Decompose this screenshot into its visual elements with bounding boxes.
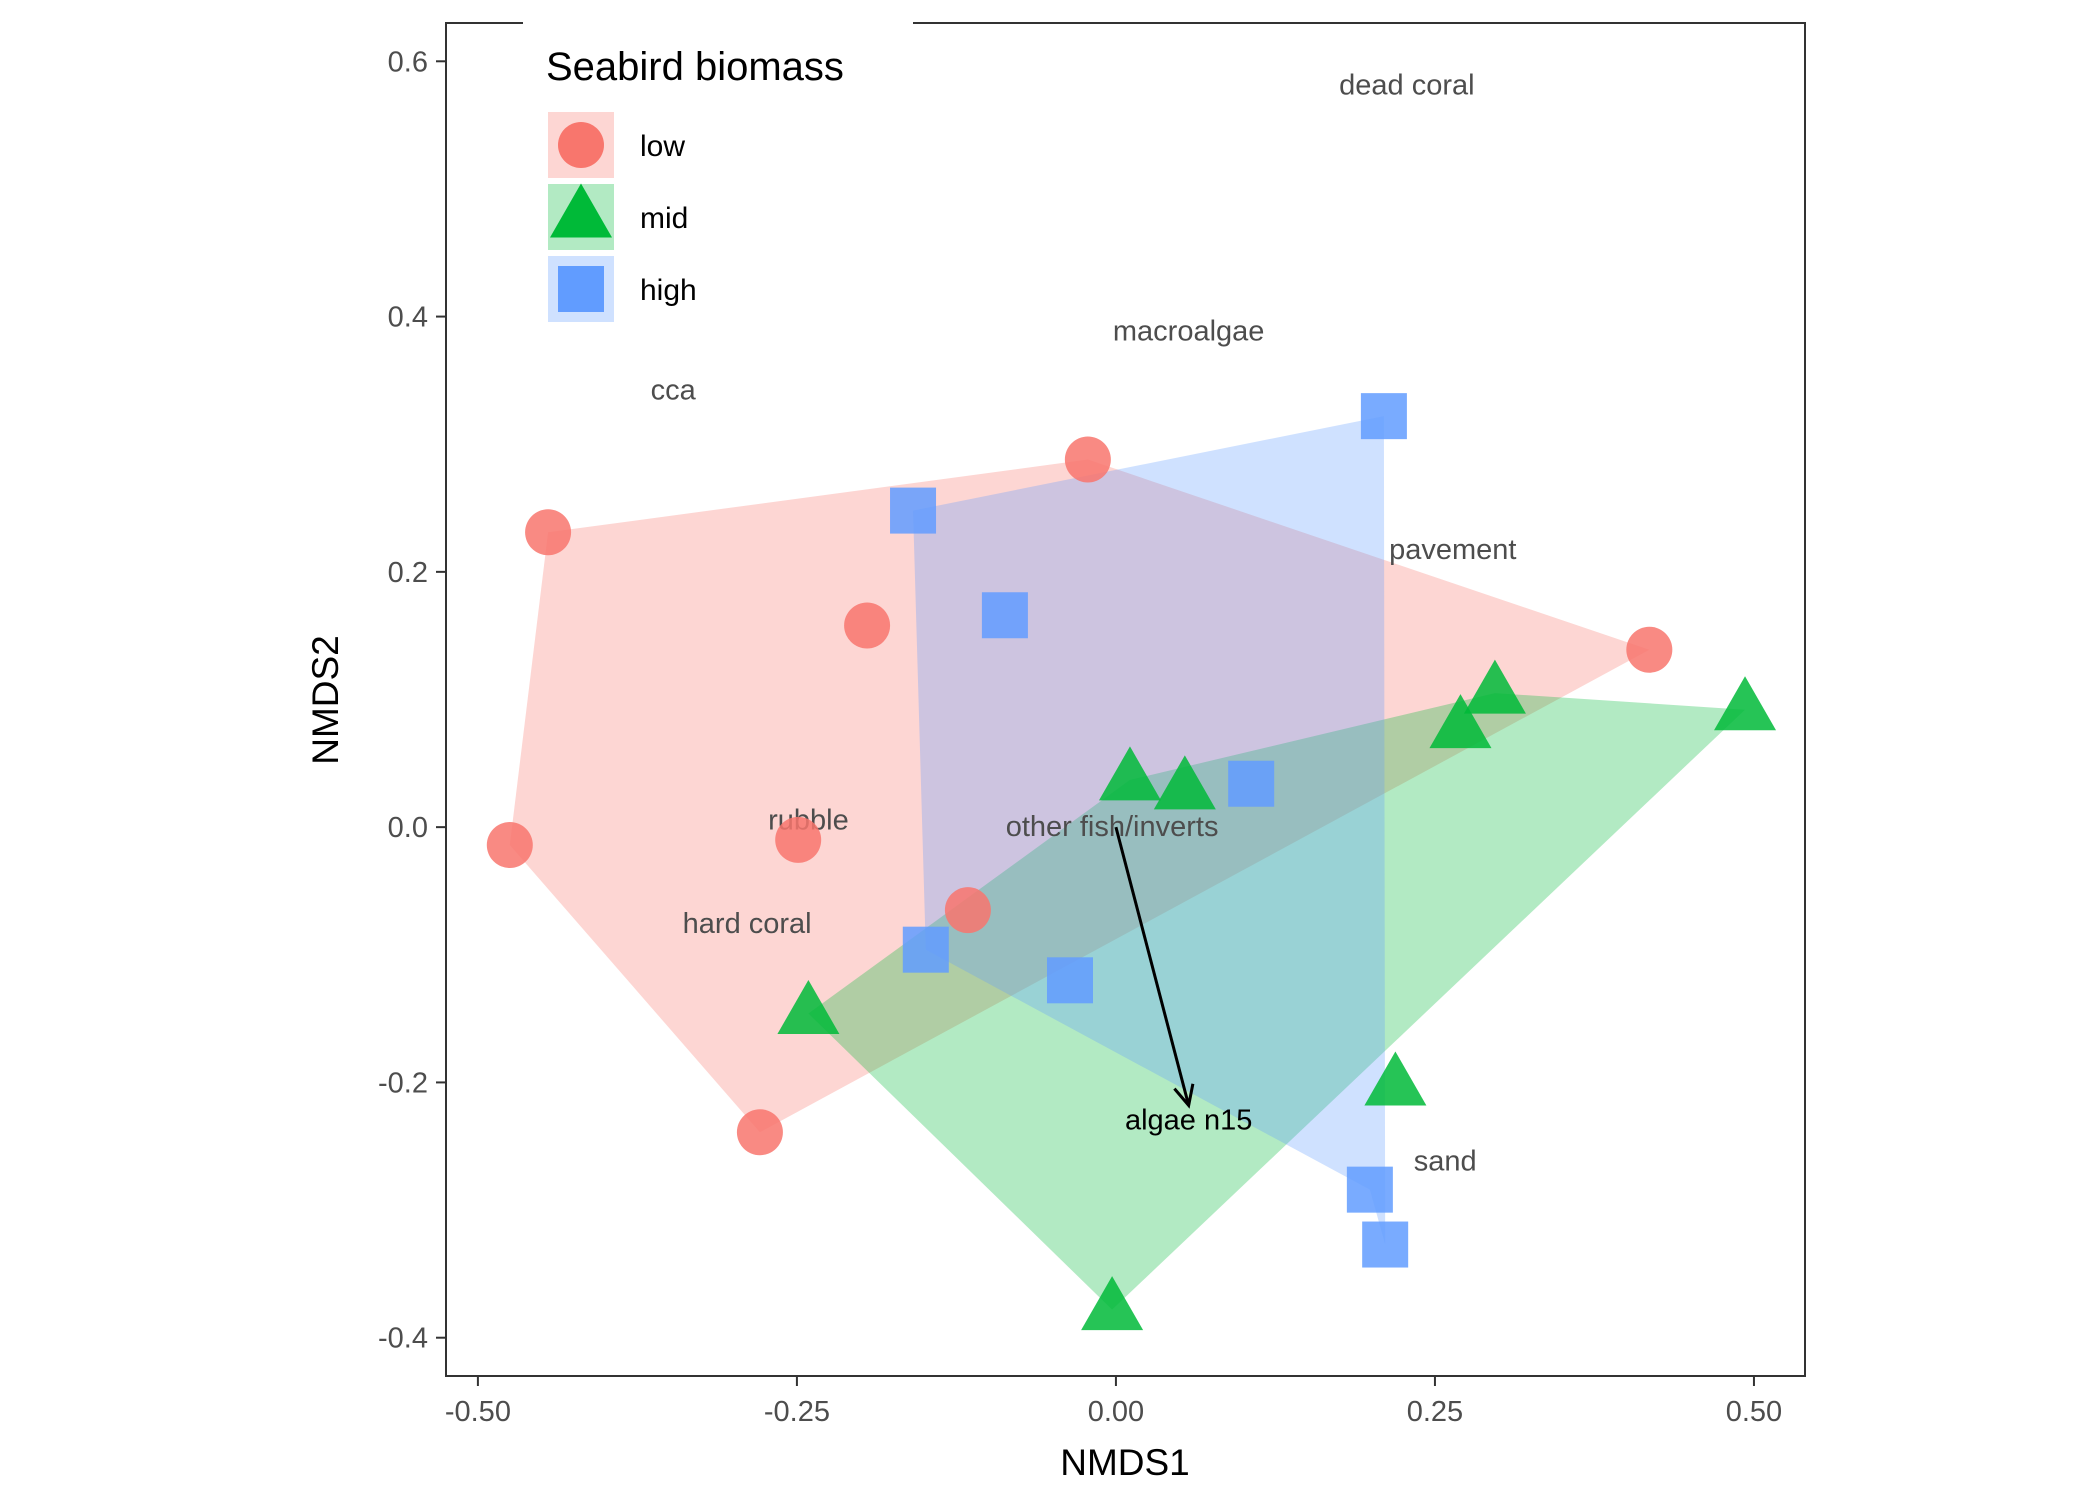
species-label: dead coral bbox=[1339, 69, 1474, 101]
x-tick-label: -0.25 bbox=[764, 1396, 830, 1428]
y-tick-label: 0.2 bbox=[388, 557, 428, 589]
legend: Seabird biomass low mid high bbox=[523, 12, 913, 332]
hull-layer bbox=[509, 416, 1746, 1310]
point-low bbox=[1626, 626, 1673, 673]
legend-marker-mid bbox=[550, 183, 612, 238]
y-tick-label: -0.2 bbox=[378, 1067, 428, 1099]
point-high bbox=[902, 926, 949, 973]
hull-low bbox=[509, 459, 1650, 1133]
legend-title: Seabird biomass bbox=[546, 45, 844, 89]
species-label: pavement bbox=[1389, 534, 1516, 566]
species-label-layer: dead coralmacroalgaeccapavementrubbleoth… bbox=[651, 69, 1517, 1177]
point-low bbox=[775, 816, 822, 863]
vector-arrow-head bbox=[1173, 1083, 1195, 1109]
legend-label-low: low bbox=[640, 130, 685, 163]
x-tick-label: 0.00 bbox=[1088, 1396, 1144, 1428]
point-low bbox=[1064, 436, 1111, 483]
species-label: macroalgae bbox=[1113, 316, 1265, 348]
vector-layer: algae n15 bbox=[1114, 826, 1252, 1136]
point-layer bbox=[486, 393, 1777, 1331]
y-tick-label: 0.0 bbox=[388, 812, 428, 844]
point-high bbox=[1360, 393, 1407, 440]
hull-mid bbox=[808, 693, 1746, 1310]
legend-marker-low bbox=[558, 122, 604, 168]
species-label: sand bbox=[1414, 1145, 1477, 1177]
legend-label-mid: mid bbox=[640, 202, 688, 235]
y-tick-label: 0.6 bbox=[388, 46, 428, 78]
legend-label-high: high bbox=[640, 274, 697, 307]
vector-arrow-line bbox=[1114, 826, 1191, 1106]
point-low bbox=[944, 887, 991, 934]
species-label: other fish/inverts bbox=[1006, 811, 1219, 843]
legend-marker-high bbox=[558, 266, 604, 312]
point-mid bbox=[1463, 659, 1526, 714]
y-tick-label: 0.4 bbox=[388, 302, 428, 334]
x-axis-title: NMDS1 bbox=[1060, 1442, 1190, 1483]
point-low bbox=[736, 1109, 783, 1156]
x-tick-label: -0.50 bbox=[445, 1396, 511, 1428]
vector-label: algae n15 bbox=[1125, 1104, 1252, 1136]
y-axis: -0.4 -0.2 0.0 0.2 0.4 0.6 bbox=[378, 46, 446, 1355]
point-mid bbox=[1098, 746, 1161, 801]
point-mid bbox=[1364, 1051, 1427, 1106]
x-tick-label: 0.25 bbox=[1407, 1396, 1463, 1428]
panel-border bbox=[445, 22, 1806, 1377]
point-mid bbox=[777, 980, 840, 1035]
x-axis: -0.50 -0.25 0.00 0.25 0.50 bbox=[445, 1376, 1782, 1428]
point-low bbox=[486, 822, 533, 869]
point-high bbox=[1362, 1221, 1409, 1268]
species-label: cca bbox=[651, 374, 697, 406]
point-high bbox=[1046, 957, 1093, 1004]
point-high bbox=[1346, 1166, 1393, 1213]
point-mid bbox=[1714, 676, 1777, 731]
legend-entries: low mid high bbox=[548, 112, 697, 322]
point-mid bbox=[1429, 694, 1492, 749]
point-high bbox=[981, 592, 1028, 639]
hull-high bbox=[913, 416, 1386, 1245]
point-mid bbox=[1153, 755, 1216, 810]
point-low bbox=[844, 602, 891, 649]
y-axis-title: NMDS2 bbox=[305, 635, 346, 765]
x-tick-label: 0.50 bbox=[1726, 1396, 1782, 1428]
point-high bbox=[1228, 760, 1275, 807]
y-tick-label: -0.4 bbox=[378, 1323, 428, 1355]
point-low bbox=[525, 509, 572, 556]
species-label: hard coral bbox=[683, 908, 812, 940]
point-mid bbox=[1081, 1276, 1144, 1331]
point-high bbox=[890, 487, 937, 534]
